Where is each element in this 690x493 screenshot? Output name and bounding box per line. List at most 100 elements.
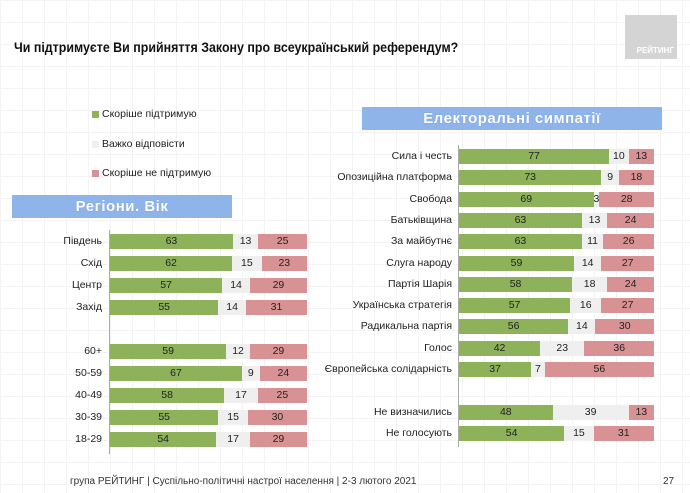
bar-support: 48 <box>459 404 553 420</box>
bar-hard-to-say: 14 <box>218 300 246 315</box>
bar-hard-to-say: 7 <box>531 362 545 377</box>
bar-hard-to-say: 15 <box>564 425 594 441</box>
bar-hard-to-say: 12 <box>226 344 250 359</box>
legend-swatch-green <box>92 110 99 118</box>
bar-hard-to-say: 9 <box>601 170 619 186</box>
bar-hard-to-say: 13 <box>581 212 608 228</box>
bar-not-support: 56 <box>544 362 654 377</box>
logo-text: РЕЙТИНГ <box>636 46 674 55</box>
bar-row: 58 17 25 <box>110 388 307 403</box>
regions-age-header: Регіони. Вік <box>12 195 232 218</box>
bar-hard-to-say: 16 <box>570 298 602 314</box>
bar-hard-to-say: 13 <box>232 234 259 249</box>
bar-row: 55 15 30 <box>110 410 307 425</box>
category-label: Батьківщина <box>390 213 452 226</box>
bar-not-support: 30 <box>247 410 307 425</box>
bar-not-support: 31 <box>593 425 654 441</box>
bar-row: 54 15 31 <box>459 425 654 441</box>
bar-row: 59 12 29 <box>110 344 307 359</box>
bar-not-support: 25 <box>257 388 307 403</box>
bar-row: 37 7 56 <box>459 362 654 377</box>
bar-not-support: 30 <box>595 319 654 335</box>
category-label: Сила і честь <box>391 150 452 162</box>
category-label: 18-29 <box>75 433 102 445</box>
bar-hard-to-say: 14 <box>222 278 250 293</box>
bar-not-support: 24 <box>607 212 654 228</box>
legend-label: Скоріше не підтримую <box>102 167 212 179</box>
category-label: 50-59 <box>75 367 102 379</box>
category-label: Голос <box>424 341 452 354</box>
legend-item-support: Скоріше підтримую <box>92 108 197 120</box>
bar-not-support: 36 <box>584 340 654 356</box>
bar-hard-to-say: 17 <box>216 432 250 447</box>
category-label: 40-49 <box>75 389 102 401</box>
bar-hard-to-say: 10 <box>609 149 629 164</box>
bar-row: 57 14 29 <box>110 278 307 293</box>
bar-row: 56 14 30 <box>459 319 654 335</box>
bar-row: 54 17 29 <box>110 432 307 447</box>
category-label: 30-39 <box>75 411 102 423</box>
legend-label: Важко відповісти <box>102 138 185 150</box>
bar-row: 57 16 27 <box>459 298 654 314</box>
legend-item-hard-to-say: Важко відповісти <box>92 138 185 150</box>
bar-not-support: 18 <box>618 170 654 186</box>
category-label: Схід <box>80 257 102 269</box>
bar-support: 67 <box>110 366 242 381</box>
bar-row: 73 9 18 <box>459 170 654 186</box>
bar-row: 63 11 26 <box>459 234 654 250</box>
bar-row: 69 3 28 <box>459 191 654 207</box>
bar-not-support: 29 <box>249 432 307 447</box>
bar-support: 59 <box>110 344 227 359</box>
bar-support: 73 <box>459 170 602 186</box>
bar-row: 55 14 31 <box>110 300 307 315</box>
axis-line <box>458 145 459 448</box>
bar-support: 63 <box>110 234 233 249</box>
bar-not-support: 24 <box>607 276 654 292</box>
bar-row: 63 13 25 <box>110 234 307 249</box>
bar-hard-to-say: 14 <box>574 255 602 271</box>
category-label: Радикальна партія <box>360 320 452 333</box>
rating-logo: РЕЙТИНГ <box>625 15 677 59</box>
category-label: Партія Шарія <box>387 277 452 290</box>
bar-row: 77 10 13 <box>459 149 654 164</box>
category-label: Центр <box>71 279 102 291</box>
electoral-header: Електоральні симпатії <box>362 107 662 130</box>
bar-row: 48 39 13 <box>459 404 654 420</box>
bar-not-support: 13 <box>628 149 654 164</box>
bar-support: 62 <box>110 256 233 271</box>
bar-not-support: 13 <box>628 404 654 420</box>
category-label: Слуга народу <box>386 256 452 269</box>
bar-not-support: 27 <box>601 298 654 314</box>
bar-hard-to-say: 3 <box>593 191 600 207</box>
bar-not-support: 25 <box>258 234 307 249</box>
bar-row: 67 9 24 <box>110 366 307 381</box>
bar-support: 58 <box>459 276 573 292</box>
category-label: За майбутнє <box>390 235 452 248</box>
bar-row: 59 14 27 <box>459 255 654 271</box>
bar-not-support: 27 <box>601 255 654 271</box>
category-label: Не визначились <box>373 405 452 418</box>
bar-support: 63 <box>459 212 582 228</box>
bar-not-support: 31 <box>245 300 307 315</box>
bar-row: 58 18 24 <box>459 276 654 292</box>
legend-item-not-support: Скоріше не підтримую <box>92 167 211 179</box>
legend-label: Скоріше підтримую <box>102 108 197 120</box>
slide-title: Чи підтримуєте Ви прийняття Закону про в… <box>14 40 459 55</box>
category-label: Південь <box>63 235 102 247</box>
bar-row: 63 13 24 <box>459 212 654 228</box>
category-label: Українська стратегія <box>352 299 452 312</box>
bar-hard-to-say: 15 <box>232 256 262 271</box>
bar-row: 62 15 23 <box>110 256 307 271</box>
category-label: Свобода <box>409 192 452 205</box>
bar-hard-to-say: 14 <box>568 319 596 335</box>
axis-line <box>109 230 110 454</box>
bar-row: 42 23 36 <box>459 340 654 356</box>
category-label: Європейська солідарність <box>324 363 452 375</box>
bar-hard-to-say: 39 <box>552 404 629 420</box>
bar-support: 37 <box>459 362 532 377</box>
bar-hard-to-say: 23 <box>540 340 585 356</box>
bar-support: 56 <box>459 319 569 335</box>
bar-hard-to-say: 11 <box>581 234 604 250</box>
bar-hard-to-say: 9 <box>241 366 260 381</box>
